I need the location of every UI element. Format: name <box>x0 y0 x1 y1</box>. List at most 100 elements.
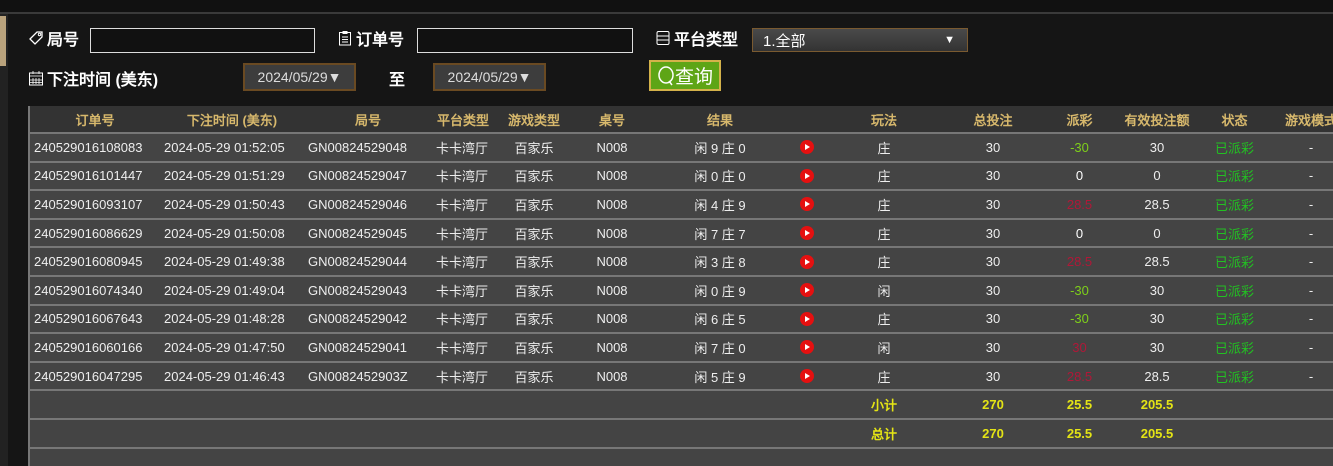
bet-type-cell: 庄 <box>877 312 891 328</box>
status-cell: 已派彩 <box>1214 340 1254 356</box>
bet-time-cell: 2024-05-29 01:50:43 <box>164 196 285 212</box>
table-row[interactable]: 240529016101447 2024-05-29 01:51:29 GN0082… <box>30 163 1333 192</box>
round-number-cell: GN00824529043 <box>308 282 408 298</box>
payout-cell: 28.5 <box>1066 254 1093 270</box>
table-number-cell: N008 <box>596 196 628 212</box>
column-header: 下注时间 (美东) <box>186 112 278 128</box>
round-label: 局号 <box>28 26 79 50</box>
bet-type-cell: 庄 <box>877 169 891 185</box>
valid-bet-cell: 0 <box>1153 225 1161 241</box>
game-type-cell: 百家乐 <box>514 312 554 328</box>
column-header: 桌号 <box>598 112 625 128</box>
subtotal-row: 小计 270 25.5 205.5 <box>30 391 1333 420</box>
platform-type-cell: 卡卡湾厅 <box>436 283 489 299</box>
platform-select[interactable]: 1.全部 ▼ <box>752 28 968 52</box>
bet-time-cell: 2024-05-29 01:47:50 <box>164 339 285 355</box>
bet-time-cell: 2024-05-29 01:51:29 <box>164 168 285 184</box>
play-icon <box>800 369 814 384</box>
calendar-icon <box>28 70 44 86</box>
table-number-cell: N008 <box>596 311 628 327</box>
column-header: 有效投注额 <box>1124 112 1190 128</box>
bet-type-cell: 庄 <box>877 140 891 156</box>
valid-bet-cell: 0 <box>1153 168 1161 184</box>
table-header: 订单号 下注时间 (美东) 局号 平台类型 游戏类型 桌号 结果 玩法 总投注 派彩 有效投注额 状态… <box>30 106 1333 134</box>
order-label: 订单号 <box>337 26 404 50</box>
total-bet-cell: 30 <box>985 311 1001 327</box>
valid-bet-cell: 30 <box>1149 311 1165 327</box>
status-cell: 已派彩 <box>1214 197 1254 213</box>
result-cell: 闲 7 庄 0 <box>694 340 746 356</box>
top-bar <box>0 0 1333 14</box>
round-input[interactable] <box>90 28 315 53</box>
valid-bet-cell: 28.5 <box>1144 196 1170 212</box>
status-cell: 已派彩 <box>1214 169 1254 185</box>
table-row[interactable]: 240529016080945 2024-05-29 01:49:38 GN0082… <box>30 248 1333 277</box>
status-cell: 已派彩 <box>1214 140 1254 156</box>
clipboard-icon <box>337 30 353 46</box>
game-mode-cell: - <box>1308 254 1314 270</box>
total-bet-cell: 30 <box>985 254 1001 270</box>
order-number-cell: 240529016108083 <box>34 139 143 155</box>
round-number-cell: GN00824529042 <box>308 311 408 327</box>
table-row[interactable]: 240529016067643 2024-05-29 01:48:28 GN0082… <box>30 306 1333 335</box>
replay-button[interactable] <box>790 134 824 161</box>
replay-button[interactable] <box>790 191 824 218</box>
replay-button[interactable] <box>790 248 824 275</box>
date-from-picker[interactable]: 2024/05/29▼ <box>243 63 356 91</box>
table-row[interactable]: 240529016108083 2024-05-29 01:52:05 GN0082… <box>30 134 1333 163</box>
replay-button[interactable] <box>790 163 824 190</box>
table-row[interactable]: 240529016047295 2024-05-29 01:46:43 GN0082… <box>30 363 1333 392</box>
bet-time-cell: 2024-05-29 01:49:04 <box>164 282 285 298</box>
game-type-cell: 百家乐 <box>514 283 554 299</box>
valid-bet-cell: 28.5 <box>1144 254 1170 270</box>
column-header: 订单号 <box>75 112 115 128</box>
round-number-cell: GN00824529047 <box>308 168 408 184</box>
result-cell: 闲 0 庄 9 <box>694 283 746 299</box>
status-cell: 已派彩 <box>1214 369 1254 385</box>
result-cell: 闲 3 庄 8 <box>694 255 746 271</box>
query-button[interactable]: 查询 <box>649 60 721 91</box>
column-header: 游戏类型 <box>507 112 560 128</box>
order-number-cell: 240529016060166 <box>34 339 143 355</box>
replay-button[interactable] <box>790 277 824 304</box>
order-number-cell: 240529016074340 <box>34 282 143 298</box>
replay-button[interactable] <box>790 334 824 361</box>
table-row[interactable]: 240529016060166 2024-05-29 01:47:50 GN0082… <box>30 334 1333 363</box>
table-row[interactable]: 240529016074340 2024-05-29 01:49:04 GN0082… <box>30 277 1333 306</box>
platform-type-cell: 卡卡湾厅 <box>436 226 489 242</box>
total-bet-cell: 30 <box>985 339 1001 355</box>
date-to-picker[interactable]: 2024/05/29▼ <box>433 63 546 91</box>
replay-button[interactable] <box>790 220 824 247</box>
valid-bet-cell: 30 <box>1149 339 1165 355</box>
valid-bet-cell: 30 <box>1149 139 1165 155</box>
bet-type-cell: 庄 <box>877 197 891 213</box>
total-bet-cell: 30 <box>985 282 1001 298</box>
status-cell: 已派彩 <box>1214 283 1254 299</box>
round-number-cell: GN00824529045 <box>308 225 408 241</box>
order-number-cell: 240529016093107 <box>34 196 143 212</box>
game-mode-cell: - <box>1308 196 1314 212</box>
search-icon <box>657 65 675 86</box>
column-header: 结果 <box>706 112 733 128</box>
payout-cell: 0 <box>1075 168 1084 184</box>
tag-icon <box>28 30 44 46</box>
replay-button[interactable] <box>790 306 824 333</box>
total-bet-sum: 270 <box>982 397 1004 413</box>
table-row[interactable]: 240529016093107 2024-05-29 01:50:43 GN0082… <box>30 191 1333 220</box>
result-cell: 闲 9 庄 0 <box>694 140 746 156</box>
total-bet-cell: 30 <box>985 225 1001 241</box>
platform-type-cell: 卡卡湾厅 <box>436 140 489 156</box>
order-number-cell: 240529016080945 <box>34 254 143 270</box>
table-number-cell: N008 <box>596 225 628 241</box>
table-number-cell: N008 <box>596 368 628 384</box>
left-edge <box>0 14 8 466</box>
result-cell: 闲 4 庄 9 <box>694 197 746 213</box>
replay-button[interactable] <box>790 363 824 390</box>
game-mode-cell: - <box>1308 282 1314 298</box>
table-row[interactable]: 240529016086629 2024-05-29 01:50:08 GN0082… <box>30 220 1333 249</box>
to-label: 至 <box>389 72 406 89</box>
play-icon <box>800 311 814 326</box>
order-input[interactable] <box>417 28 633 53</box>
play-icon <box>800 283 814 298</box>
order-number-cell: 240529016067643 <box>34 311 143 327</box>
